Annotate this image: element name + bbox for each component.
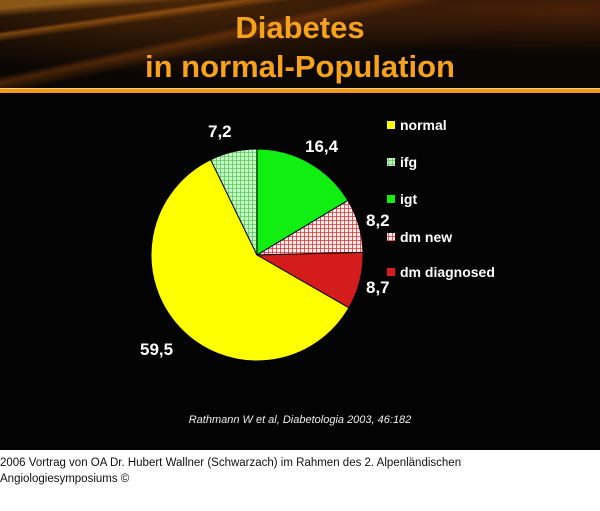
caption-line2: Angiologiesymposiums © [0, 473, 130, 485]
legend: normal ifg igt dm new dm diagnosed [387, 117, 495, 280]
slide-title-line2: in normal-Population [145, 49, 455, 84]
data-label-ifg: 7,2 [208, 122, 232, 141]
pie-slice-ifg [209, 148, 258, 256]
pie-chart: 16,4 8,2 8,7 59,5 7,2 normal ifg igt dm new dm d… [140, 117, 495, 362]
legend-label-dm-new: dm new [400, 229, 452, 245]
header-background [0, 0, 600, 90]
legend-label-ifg: ifg [400, 154, 417, 170]
data-label-dm-diagnosed: 8,7 [366, 278, 390, 297]
title-divider [0, 88, 600, 93]
slide-title-line1: Diabetes [235, 10, 365, 45]
legend-swatch-ifg [387, 158, 395, 166]
slide: Diabetes in normal-Population 16,4 8,2 8,7… [0, 0, 600, 450]
legend-swatch-dm-new [387, 233, 395, 241]
legend-swatch-dm-diagnosed [387, 268, 395, 276]
citation: Rathmann W et al, Diabetologia 2003, 46:… [188, 414, 412, 426]
legend-label-igt: igt [400, 191, 417, 207]
image-caption: 2006 Vortrag von OA Dr. Hubert Wallner (… [0, 455, 560, 487]
data-label-dm-new: 8,2 [366, 211, 390, 230]
legend-swatch-igt [387, 195, 395, 203]
caption-line1: 2006 Vortrag von OA Dr. Hubert Wallner (… [0, 457, 462, 469]
pie-slice-igt [256, 148, 349, 256]
legend-label-normal: normal [400, 117, 447, 133]
legend-swatch-normal [387, 121, 395, 129]
data-label-normal: 59,5 [140, 340, 173, 359]
data-label-igt: 16,4 [305, 137, 339, 156]
legend-label-dm-diagnosed: dm diagnosed [400, 264, 495, 280]
pie-slice-normal [150, 158, 350, 362]
